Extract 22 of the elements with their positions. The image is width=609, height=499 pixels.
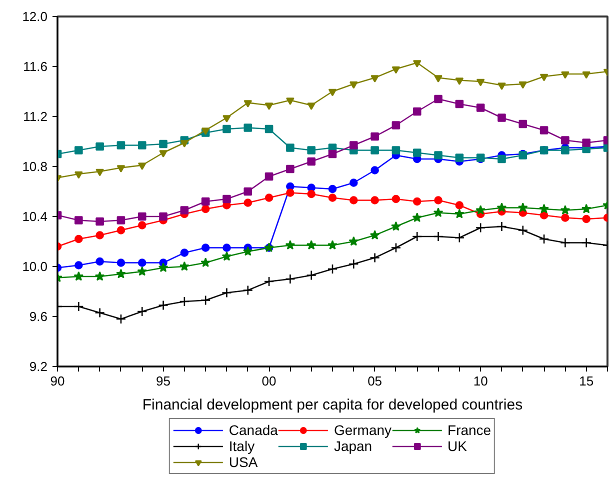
- y-tick-label: 11.6: [23, 59, 48, 74]
- x-tick-label: 90: [50, 374, 65, 388]
- legend-label: Canada: [228, 422, 278, 438]
- x-axis-title: Financial development per capita for developed countries: [142, 396, 523, 414]
- y-tick-label: 10.8: [22, 159, 48, 174]
- legend-label: France: [448, 422, 492, 438]
- legend-label: UK: [448, 438, 468, 454]
- y-tick-label: 11.2: [23, 109, 48, 124]
- legend-label: Japan: [334, 438, 372, 454]
- y-tick-label: 10.4: [22, 209, 48, 224]
- x-tick-label: 15: [579, 374, 594, 388]
- y-tick-label: 10.0: [22, 259, 48, 274]
- x-tick-label: 05: [368, 374, 382, 388]
- y-tick-label: 12.0: [22, 9, 48, 24]
- x-tick-label: 00: [262, 374, 276, 388]
- y-tick-label: 9.6: [29, 309, 48, 324]
- x-tick-label: 95: [156, 374, 171, 388]
- y-tick-label: 9.2: [29, 359, 48, 374]
- x-tick-label: 10: [473, 374, 488, 388]
- legend-label: Italy: [228, 438, 255, 454]
- legend-label: Germany: [334, 422, 392, 438]
- legend-label: USA: [228, 454, 258, 470]
